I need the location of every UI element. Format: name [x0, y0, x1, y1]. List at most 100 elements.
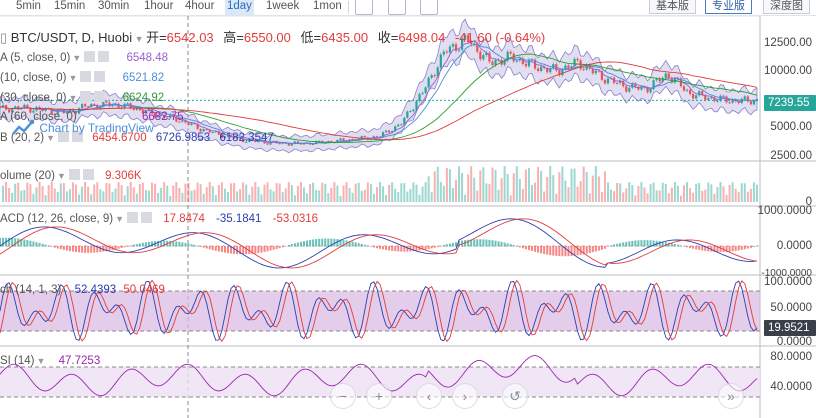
- macd-histogram-bar: [20, 238, 23, 247]
- candle-body: [707, 98, 710, 100]
- volume-bar: [424, 182, 427, 202]
- settings-icon[interactable]: [84, 51, 96, 62]
- macd-histogram-bar: [47, 245, 50, 247]
- symbol-name[interactable]: BTC/USDT, D, Huobi: [10, 30, 133, 45]
- candle-body: [546, 67, 549, 73]
- timeframe-15min[interactable]: 15min: [54, 0, 86, 12]
- candle-body: [421, 92, 424, 94]
- volume-bar: [603, 171, 606, 202]
- zoom-out-button[interactable]: −: [330, 383, 356, 409]
- pro-view-button[interactable]: 专业版: [705, 0, 752, 14]
- volume-bar: [75, 184, 77, 202]
- volume-bar: [695, 183, 698, 202]
- ma5-value: 6548.48: [126, 52, 169, 64]
- candle-body: [631, 83, 634, 88]
- macd-histogram-bar: [676, 244, 679, 247]
- scroll-right-button[interactable]: ›: [452, 383, 478, 409]
- legend-bb[interactable]: B (20, 2) ▼ 6454.6700 6726.9853 6182.3547: [0, 131, 274, 146]
- close-icon[interactable]: [82, 169, 94, 180]
- low-value: 6435.00: [321, 30, 369, 45]
- volume-bar: [81, 186, 84, 202]
- macd-histogram-bar: [649, 240, 652, 247]
- macd-histogram-bar: [628, 241, 631, 247]
- settings-icon[interactable]: [58, 131, 70, 142]
- settings-icon[interactable]: [80, 91, 92, 102]
- timeframe-1mon[interactable]: 1mon: [313, 0, 342, 12]
- candle-body: [521, 58, 524, 64]
- scroll-to-end-button[interactable]: »: [718, 383, 744, 409]
- volume-bar: [239, 189, 242, 202]
- basic-view-button[interactable]: 基本版: [649, 0, 696, 14]
- macd-histogram-bar: [607, 246, 609, 247]
- candle-body: [293, 141, 296, 144]
- volume-bar: [281, 192, 284, 202]
- macd-histogram-bar: [299, 241, 302, 247]
- macd-histogram-bar: [312, 239, 315, 247]
- timeframe-4hour[interactable]: 4hour: [185, 0, 215, 12]
- reset-button[interactable]: ↺: [502, 383, 528, 409]
- legend-stoch[interactable]: ch (14, 1, 3) 52.4393 50.0469: [0, 283, 165, 298]
- timeframe-30min[interactable]: 30min: [98, 0, 130, 12]
- bb-label: B (20, 2): [0, 132, 45, 144]
- close-icon[interactable]: [72, 131, 84, 142]
- macd-histogram-bar: [445, 244, 448, 247]
- volume-bar: [132, 187, 135, 202]
- close-icon[interactable]: [94, 91, 106, 102]
- volume-bar: [233, 183, 236, 202]
- candle-body: [460, 38, 464, 50]
- volume-bar: [23, 189, 26, 202]
- volume-bar: [512, 173, 515, 202]
- legend-ma5[interactable]: A (5, close, 0) ▼ 6548.48: [0, 51, 168, 66]
- macd-histogram-bar: [512, 245, 515, 247]
- volume-bar: [144, 189, 147, 202]
- volume-bar: [187, 182, 190, 202]
- macd-histogram-bar: [199, 246, 202, 247]
- settings-icon[interactable]: [80, 71, 92, 82]
- scroll-left-button[interactable]: ‹: [416, 383, 442, 409]
- macd-histogram-bar: [610, 245, 613, 247]
- timeframe-1week[interactable]: 1week: [266, 0, 300, 12]
- candle-body: [397, 124, 400, 127]
- zoom-in-button[interactable]: +: [366, 383, 392, 409]
- legend-ma30[interactable]: (30, close, 0) ▼ 6624.92: [0, 91, 164, 106]
- current-price-tag: 7239.55: [764, 95, 816, 111]
- macd-histogram-bar: [372, 246, 375, 248]
- volume-bar: [503, 166, 506, 202]
- candle-body: [448, 46, 452, 53]
- candle-body: [196, 123, 199, 129]
- settings-icon[interactable]: [127, 212, 139, 223]
- volume-bar: [549, 166, 552, 202]
- timeframe-1day[interactable]: 1day: [225, 0, 254, 15]
- settings-icon[interactable]: [388, 0, 406, 15]
- close-icon[interactable]: [141, 212, 153, 223]
- volume-bar: [254, 182, 257, 202]
- chart-type-icon[interactable]: [355, 0, 373, 15]
- fullscreen-icon[interactable]: [420, 0, 438, 15]
- chart-canvas[interactable]: [0, 16, 816, 418]
- close-icon[interactable]: [98, 51, 110, 62]
- volume-bar: [20, 190, 23, 202]
- volume-bar: [494, 169, 497, 202]
- legend-macd[interactable]: ACD (12, 26, close, 9) ▼ 17.8474 -35.1841…: [0, 212, 318, 227]
- close-icon[interactable]: [94, 71, 106, 82]
- macd-histogram-bar: [205, 246, 208, 249]
- candle-body: [144, 110, 148, 114]
- volume-bar: [488, 184, 491, 202]
- volume-value: 9.306K: [105, 170, 142, 182]
- depth-view-button[interactable]: 深度图: [763, 0, 810, 14]
- macd-histogram-bar: [546, 246, 549, 255]
- timeframe-1hour[interactable]: 1hour: [144, 0, 174, 12]
- candle-body: [439, 54, 442, 68]
- volume-bar: [382, 186, 385, 202]
- legend-volume[interactable]: olume (20) ▼ 9.306K: [0, 169, 142, 184]
- volume-bar: [509, 195, 512, 202]
- volume-bar: [667, 193, 670, 202]
- price-axis-label: 12500.00: [764, 37, 812, 49]
- legend-rsi[interactable]: SI (14) ▼ 47.7253: [0, 354, 100, 369]
- legend-ma10[interactable]: (10, close, 0) ▼ 6521.82: [0, 71, 164, 86]
- candle-body: [223, 136, 227, 138]
- timeframe-5min[interactable]: 5min: [16, 0, 41, 12]
- legend-ma60[interactable]: A (60, close, 0): [0, 110, 77, 125]
- macd-histogram-bar: [537, 246, 540, 253]
- settings-icon[interactable]: [68, 169, 80, 180]
